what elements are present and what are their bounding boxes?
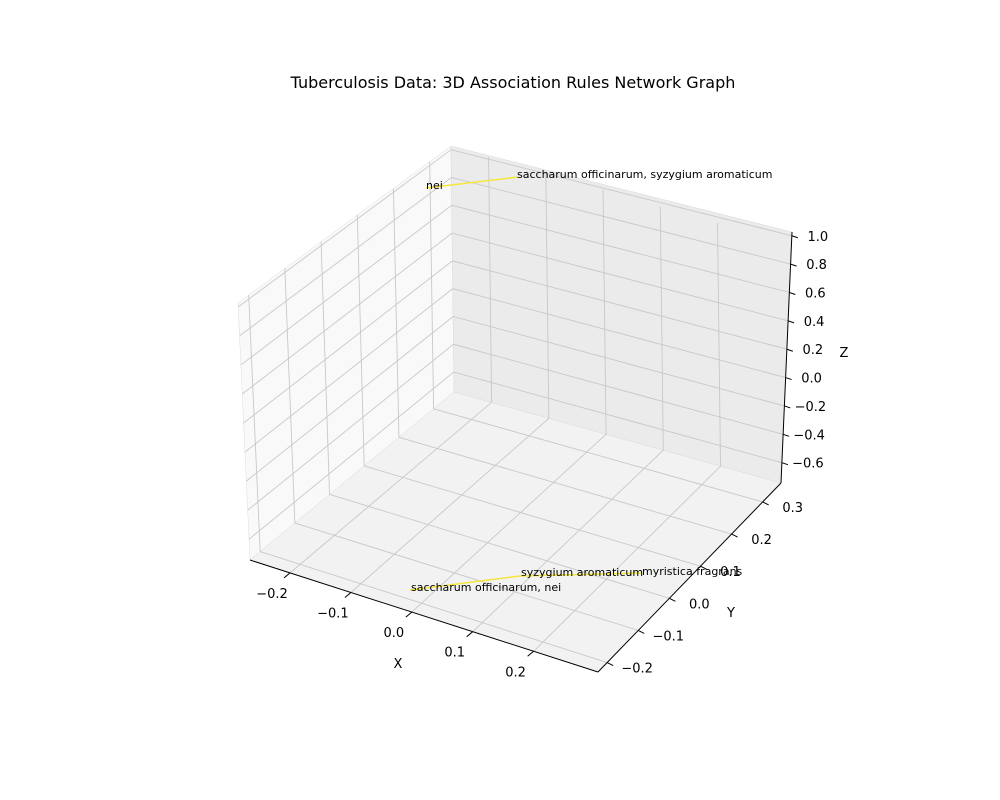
z-tick-mark [782,433,790,437]
z-tick-mark [785,377,792,381]
x-tick-label: 0.1 [444,646,465,661]
y-grid-line [433,408,763,503]
x-tick-mark [283,572,291,579]
z-grid-line [237,149,792,308]
x-wall-grid-line [602,189,607,435]
z-grid-line [248,371,783,540]
y-wall-grid-line [429,161,435,409]
edge-nei-to-saccharum-syzygium [425,176,519,189]
y-grid-line [294,522,639,631]
node-label: saccharum officinarum, nei [411,581,561,594]
x-wall-grid-line [717,222,721,467]
chart-title: Tuberculosis Data: 3D Association Rules … [290,73,736,92]
z-tick-label: 0.4 [804,315,825,330]
z-grid-line [244,288,786,453]
z-tick-label: 0.2 [803,343,824,358]
y-tick-mark [731,533,738,538]
y-tick-label: −0.2 [621,662,653,677]
node-label: saccharum officinarum, syzygium aromatic… [517,168,772,181]
y-grid-line [364,465,701,567]
z-tick-mark [789,292,796,295]
z-grid-line [241,232,789,395]
z-tick-mark [781,462,789,466]
z-axis-label: Z [840,346,849,361]
y-tick-mark [606,662,614,666]
z-tick-label: 0.0 [801,372,822,387]
z-tick-mark [790,263,797,267]
z-tick-mark [784,405,791,409]
x-tick-label: −0.2 [256,587,288,602]
x-grid-line [289,402,492,574]
node-label: myristica fragrans [642,565,743,578]
x-grid-line [350,418,550,593]
y-wall-grid-line [393,188,400,438]
x-wall-grid-line [488,156,493,403]
x-tick-mark [405,611,413,618]
axis-ticks: −0.2 −0.1 0.0 0.1 0.2 −0.2 −0.1 0.0 0.1 0.2 0.3 −0.… [256,230,828,681]
y-tick-mark [762,501,769,506]
z-grid-line [246,315,785,482]
z-tick-label: 0.6 [805,286,826,301]
edge-syzygium-to-myristica [519,572,643,577]
z-tick-mark [791,235,798,239]
z-grid-line [243,260,787,424]
x-grid-line [533,465,721,652]
y-axis-line [597,482,782,673]
y-tick-mark [669,597,676,602]
y-tick-mark [638,629,645,634]
z-grid-line [240,204,790,366]
y-tick-label: 0.0 [689,597,710,612]
edge-saccharum-nei-to-syzygium [409,575,521,591]
axis-spines [249,231,793,673]
x-tick-label: 0.0 [383,626,404,641]
z-tick-mark [786,348,794,352]
z-tick-label: −0.4 [793,428,825,443]
network-edges [409,176,643,591]
y-tick-label: 0.3 [782,501,803,516]
node-label: nei [426,179,443,192]
x-wall-grid-line [659,206,664,451]
y-tick-label: −0.1 [652,629,684,644]
x-axis-line [249,559,599,673]
z-tick-label: 1.0 [807,230,828,245]
y-tick-label: 0.1 [720,565,741,580]
y-wall-grid-line [248,295,261,552]
node-label: syzygium aromaticum [521,566,643,579]
grid-lines [237,149,792,663]
z-grid-line [247,343,784,511]
z-axis-line [780,231,793,484]
x-tick-mark [527,650,534,657]
x-tick-label: −0.1 [317,606,349,621]
y-tick-label: 0.2 [751,533,772,548]
y-grid-line [398,436,732,535]
y-grid-line [329,494,670,599]
y-axis-label: Y [726,606,735,621]
y-tick-mark [700,565,707,570]
x-axis-label: X [394,657,403,672]
x-tick-mark [466,631,474,638]
z-tick-label: −0.6 [792,457,824,472]
z-grid-line [239,176,791,337]
y-grid-line [260,551,608,663]
y-wall-grid-line [320,241,331,495]
x-tick-label: 0.2 [505,665,526,680]
x-tick-mark [344,592,352,598]
y-wall-grid-line [356,215,365,466]
x-grid-line [411,433,607,613]
z-tick-label: −0.2 [795,400,827,415]
z-tick-mark [787,320,795,324]
z-tick-label: 0.8 [806,258,827,273]
x-wall-grid-line [545,173,550,419]
node-labels: nei saccharum officinarum, syzygium arom… [411,168,772,594]
x-grid-line [472,449,664,633]
y-wall-grid-line [284,268,296,524]
